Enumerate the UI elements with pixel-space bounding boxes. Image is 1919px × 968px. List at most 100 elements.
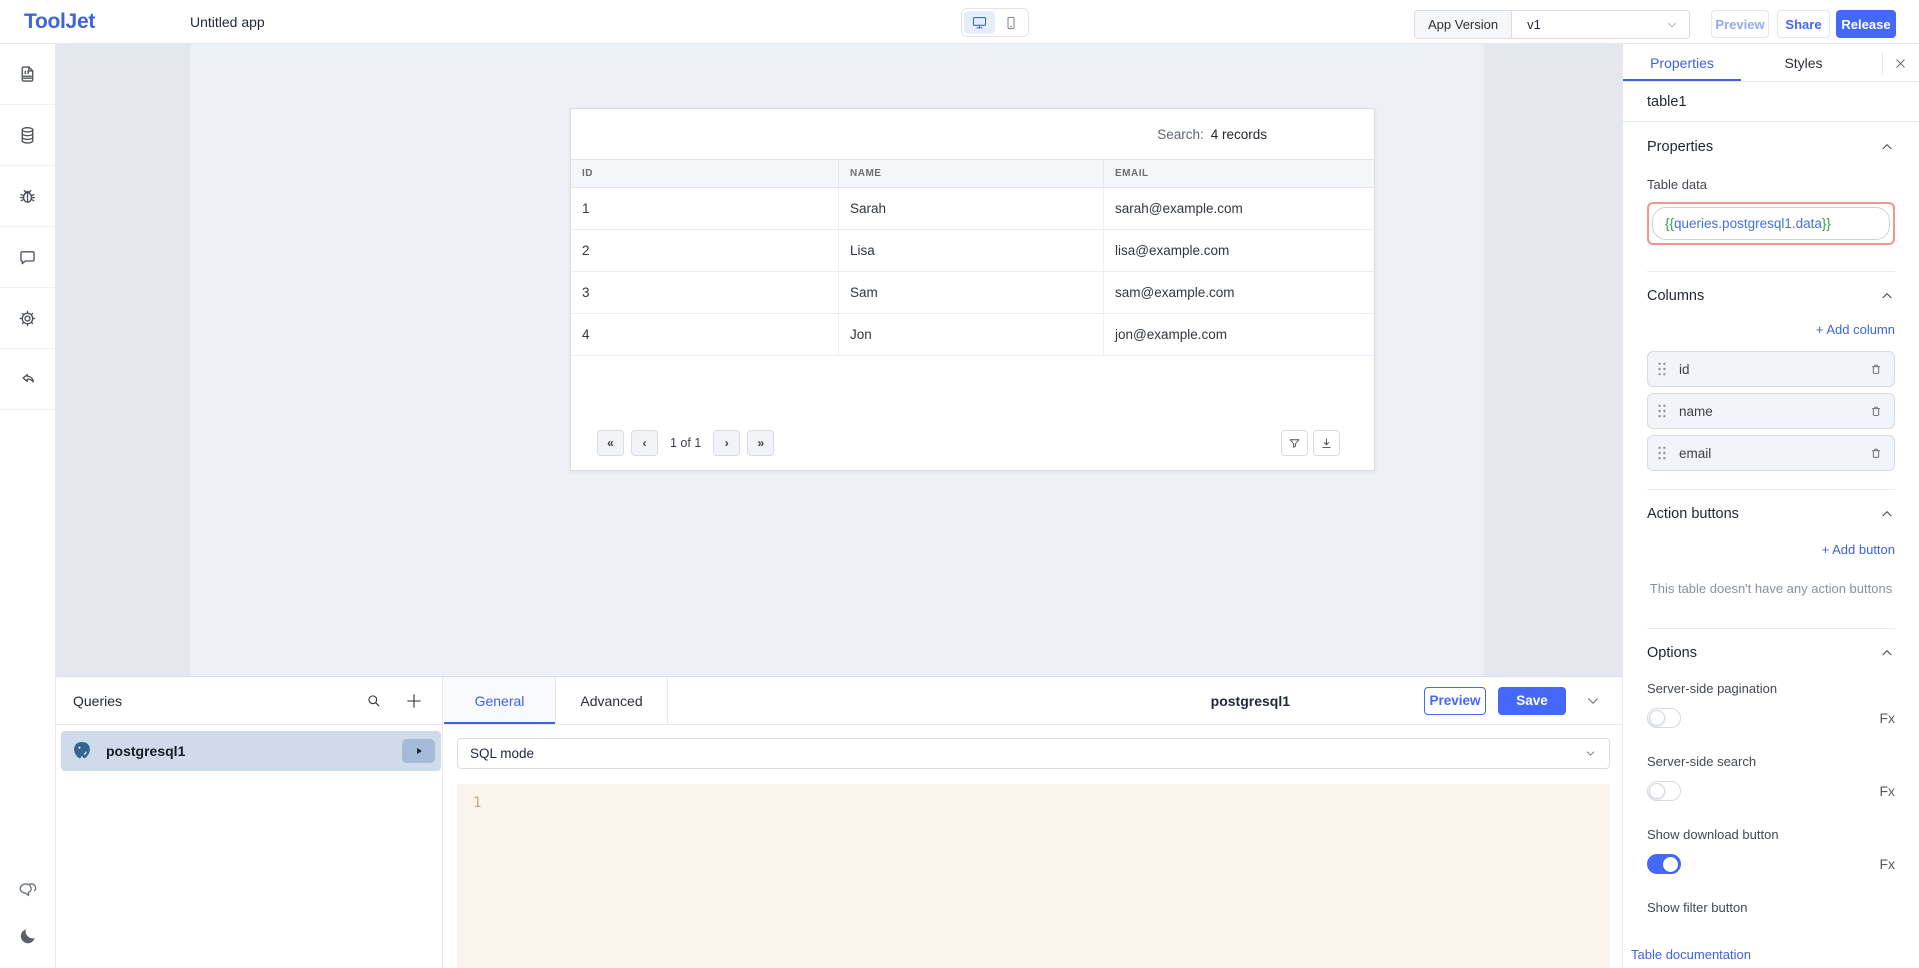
pagination-next-button[interactable]: › xyxy=(713,430,741,456)
app-canvas[interactable]: Search: 4 records ID NAME EMAIL 1 Sarah … xyxy=(190,44,1484,676)
table-row[interactable]: 3 Sam sam@example.com xyxy=(571,272,1374,314)
sidebar-item-undo[interactable] xyxy=(0,349,55,410)
table-widget[interactable]: Search: 4 records ID NAME EMAIL 1 Sarah … xyxy=(570,108,1375,471)
chevron-up-icon[interactable] xyxy=(1879,139,1895,155)
tab-styles[interactable]: Styles xyxy=(1784,54,1823,71)
add-action-button[interactable]: + Add button xyxy=(1821,542,1895,557)
tab-general[interactable]: General xyxy=(444,677,556,724)
sidebar-item-debugger[interactable] xyxy=(0,166,55,227)
fx-button[interactable]: Fx xyxy=(1879,856,1895,872)
query-panel: Queries postgresql1 xyxy=(56,676,1622,968)
canvas-background: Search: 4 records ID NAME EMAIL 1 Sarah … xyxy=(56,44,1622,676)
table-footer: « ‹ 1 of 1 › » xyxy=(571,416,1374,470)
fx-button[interactable]: Fx xyxy=(1879,783,1895,799)
drag-handle-icon[interactable] xyxy=(1657,361,1667,377)
column-item-id[interactable]: id xyxy=(1647,351,1895,387)
drag-handle-icon[interactable] xyxy=(1657,445,1667,461)
mobile-view-button[interactable] xyxy=(995,11,1026,34)
table-column-header: NAME xyxy=(839,160,1104,187)
gear-icon xyxy=(19,310,36,326)
table-row[interactable]: 4 Jon jon@example.com xyxy=(571,314,1374,356)
sql-code-editor[interactable]: 1 xyxy=(457,784,1610,968)
add-column-button[interactable]: + Add column xyxy=(1815,322,1895,337)
app-version-select[interactable]: v1 xyxy=(1512,11,1689,38)
collapse-panel-icon[interactable] xyxy=(1584,692,1602,710)
fx-button[interactable]: Fx xyxy=(1879,710,1895,726)
pagination-prev-button[interactable]: ‹ xyxy=(631,430,658,456)
drag-handle-icon[interactable] xyxy=(1657,403,1667,419)
table-data-input[interactable]: {{queries.postgresql1.data}} xyxy=(1652,207,1890,240)
undo-icon xyxy=(22,373,34,383)
run-query-button[interactable] xyxy=(402,739,435,763)
sidebar-item-comments[interactable] xyxy=(0,227,55,288)
pagination-first-button[interactable]: « xyxy=(597,430,624,456)
device-toggle-group xyxy=(961,8,1029,37)
app-title[interactable]: Untitled app xyxy=(190,13,265,30)
divider xyxy=(1647,271,1895,272)
tab-properties[interactable]: Properties xyxy=(1623,44,1741,81)
sidebar-item-pages[interactable] xyxy=(0,44,55,105)
cell-name: Sam xyxy=(839,272,1104,313)
server-side-search-toggle[interactable] xyxy=(1647,781,1681,801)
server-side-pagination-toggle[interactable] xyxy=(1647,708,1681,728)
table-row[interactable]: 1 Sarah sarah@example.com xyxy=(571,188,1374,230)
query-save-button[interactable]: Save xyxy=(1498,686,1566,715)
column-item-name[interactable]: name xyxy=(1647,393,1895,429)
drag-dots-icon xyxy=(1658,362,1666,376)
column-item-email[interactable]: email xyxy=(1647,435,1895,471)
chat-toggle-button[interactable] xyxy=(17,878,39,900)
selected-widget-name[interactable]: table1 xyxy=(1623,82,1919,122)
section-title: Columns xyxy=(1647,288,1705,304)
release-button[interactable]: Release xyxy=(1836,10,1896,38)
query-list-item-postgresql1[interactable]: postgresql1 xyxy=(61,731,441,771)
share-button[interactable]: Share xyxy=(1777,10,1830,38)
preview-button[interactable]: Preview xyxy=(1711,10,1769,38)
table-header-row: ID NAME EMAIL xyxy=(571,159,1374,188)
app-version-control: App Version v1 xyxy=(1414,10,1690,39)
delete-column-button[interactable] xyxy=(1868,361,1884,377)
code-open-braces: {{ xyxy=(1665,216,1675,231)
option-label: Server-side pagination xyxy=(1647,681,1778,696)
postgresql-icon xyxy=(74,742,90,759)
dark-mode-toggle[interactable] xyxy=(18,926,38,946)
chat-bubbles-icon xyxy=(19,883,36,897)
chevron-up-icon[interactable] xyxy=(1879,645,1895,661)
drag-dots-icon xyxy=(1658,404,1666,418)
show-download-button-toggle[interactable] xyxy=(1647,854,1681,874)
chevron-up-icon[interactable] xyxy=(1879,288,1895,304)
table-download-button[interactable] xyxy=(1313,430,1340,456)
delete-column-button[interactable] xyxy=(1868,445,1884,461)
table-documentation-link[interactable]: Table documentation xyxy=(1631,947,1751,962)
properties-section: Properties Table data {{queries.postgres… xyxy=(1623,123,1919,272)
delete-column-button[interactable] xyxy=(1868,403,1884,419)
sql-mode-select[interactable]: SQL mode xyxy=(457,738,1610,769)
chevron-up-icon[interactable] xyxy=(1879,506,1895,522)
inspector-body: Properties Table data {{queries.postgres… xyxy=(1623,123,1919,968)
close-inspector-button[interactable] xyxy=(1888,51,1912,75)
queries-header: Queries xyxy=(56,677,442,725)
chevron-down-icon xyxy=(1586,751,1595,756)
query-preview-button[interactable]: Preview xyxy=(1424,686,1486,715)
option-label: Server-side search xyxy=(1647,754,1757,769)
table-column-header: ID xyxy=(571,160,839,187)
editor-query-name[interactable]: postgresql1 xyxy=(1210,692,1290,709)
desktop-icon xyxy=(972,17,987,29)
filter-icon xyxy=(1289,438,1300,448)
table-row[interactable]: 2 Lisa lisa@example.com xyxy=(571,230,1374,272)
sql-mode-value: SQL mode xyxy=(470,746,535,761)
column-name: email xyxy=(1679,445,1712,461)
search-icon[interactable] xyxy=(365,692,382,709)
column-name: id xyxy=(1679,361,1690,377)
table-data-label: Table data xyxy=(1647,177,1707,192)
sidebar-item-settings[interactable] xyxy=(0,288,55,349)
play-icon xyxy=(416,748,422,754)
moon-icon xyxy=(20,929,35,944)
section-title: Action buttons xyxy=(1647,506,1739,522)
cell-name: Jon xyxy=(839,314,1104,355)
desktop-view-button[interactable] xyxy=(964,11,995,34)
tab-advanced[interactable]: Advanced xyxy=(556,677,668,724)
add-query-icon[interactable] xyxy=(404,691,424,711)
sidebar-item-datasources[interactable] xyxy=(0,105,55,166)
pagination-last-button[interactable]: » xyxy=(747,430,775,456)
table-filter-button[interactable] xyxy=(1281,430,1308,456)
